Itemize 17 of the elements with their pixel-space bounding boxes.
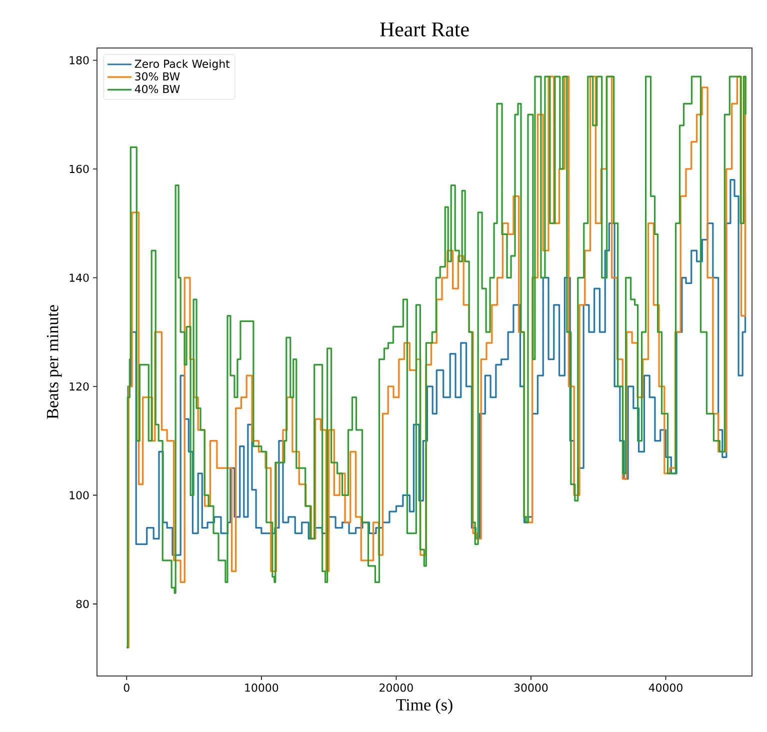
x-tick-label: 10000 xyxy=(245,684,278,692)
legend-label: Zero Pack Weight xyxy=(134,59,230,70)
y-tick-label: 80 xyxy=(76,600,89,608)
y-tick-label: 140 xyxy=(70,274,89,282)
y-tick-label: 160 xyxy=(70,164,89,174)
x-tick-label: 0 xyxy=(124,684,130,692)
y-tick-label: 180 xyxy=(70,56,89,64)
y-tick-label: 120 xyxy=(70,382,89,391)
legend-label: 40% BW xyxy=(134,84,180,94)
x-tick-label: 20000 xyxy=(380,684,413,692)
x-tick-label: 40000 xyxy=(648,684,682,692)
legend-label: 30% BW xyxy=(135,72,180,81)
x-tick-label: 30000 xyxy=(514,684,548,692)
x-axis-title: Time (s) xyxy=(396,698,452,714)
y-axis-title: Beats per minute xyxy=(46,305,62,419)
chart-title: Heart Rate xyxy=(380,22,469,36)
y-tick-label: 100 xyxy=(70,491,89,500)
